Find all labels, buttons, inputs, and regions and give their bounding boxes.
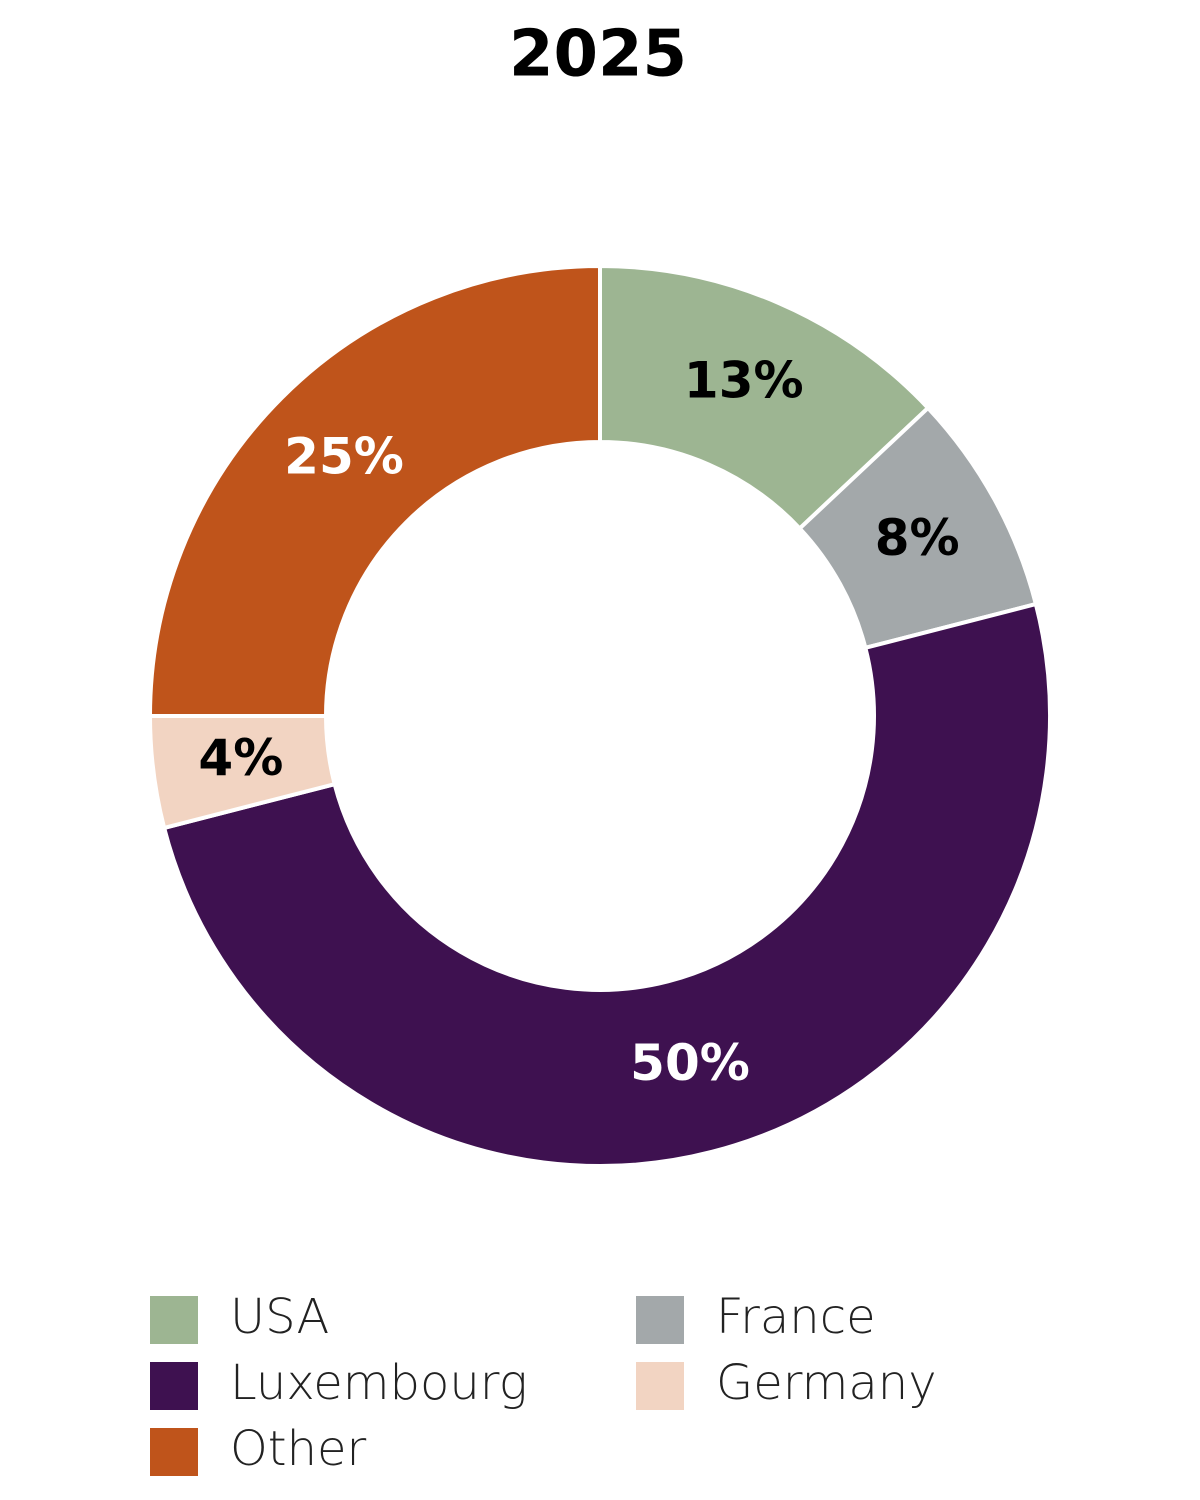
slice — [796, 405, 1039, 651]
legend-label: Luxembourg — [230, 1355, 528, 1411]
legend-label: Other — [230, 1421, 367, 1477]
legend-swatch — [150, 1296, 198, 1344]
value-label: 4% — [198, 729, 283, 787]
legend-swatch — [150, 1428, 198, 1476]
chart-title: 2025 — [509, 18, 687, 92]
slice — [147, 263, 602, 718]
slice — [164, 604, 1050, 1166]
value-label: 50% — [630, 1034, 750, 1092]
value-label: 25% — [284, 428, 404, 486]
legend-label: Germany — [716, 1355, 937, 1411]
legend-swatch — [636, 1296, 684, 1344]
legend-swatch — [150, 1362, 198, 1410]
legend-label: USA — [230, 1289, 329, 1345]
legend-label: France — [716, 1289, 876, 1345]
legend-swatch — [636, 1362, 684, 1410]
value-label: 13% — [684, 351, 804, 409]
value-label: 8% — [875, 509, 960, 567]
